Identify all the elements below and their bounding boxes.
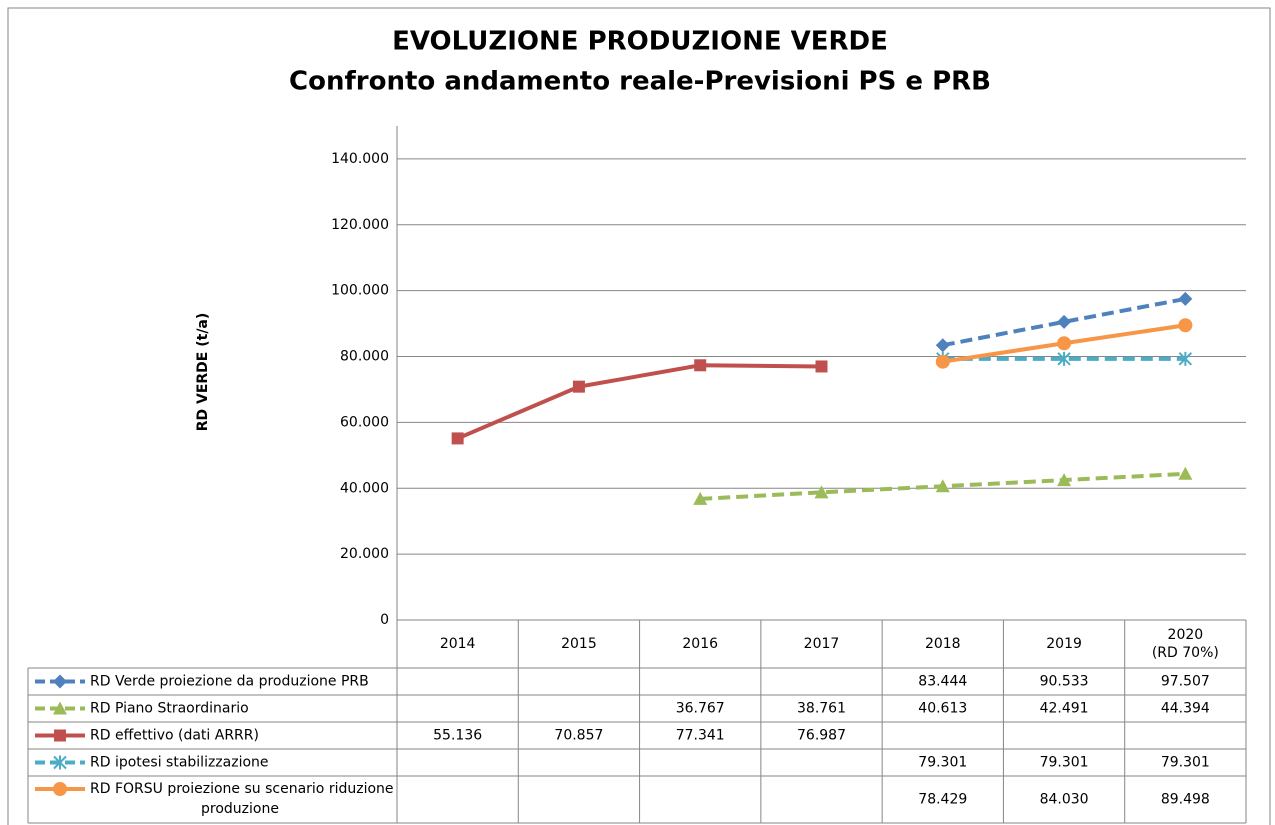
- marker: [53, 701, 67, 715]
- y-tick-label: 20.000: [340, 546, 389, 562]
- y-tick-label: 40.000: [340, 480, 389, 496]
- marker: [54, 729, 66, 742]
- marker: [935, 354, 950, 369]
- marker: [1057, 314, 1072, 329]
- marker: [815, 360, 828, 373]
- y-tick-label: 100.000: [331, 283, 389, 299]
- marker: [451, 432, 464, 445]
- data-table-value: 55.136: [433, 728, 482, 744]
- marker: [53, 782, 67, 796]
- x-tick-label: 2014: [440, 636, 476, 652]
- data-table-value: 70.857: [554, 728, 603, 744]
- chart-border: [7, 7, 1271, 825]
- x-tick-label: 2018: [925, 636, 961, 652]
- data-table-value: 90.533: [1040, 674, 1089, 690]
- y-tick-label: 120.000: [331, 217, 389, 233]
- legend-label: RD ipotesi stabilizzazione: [90, 755, 269, 771]
- series-line: [456, 363, 822, 441]
- data-table-value: 84.030: [1040, 792, 1089, 808]
- data-table-value: 83.444: [918, 674, 967, 690]
- marker: [1178, 318, 1193, 333]
- data-table-value: 42.491: [1040, 701, 1089, 717]
- data-table-value: 78.429: [918, 792, 967, 808]
- marker: [814, 485, 829, 499]
- x-tick-label: 2020 (RD 70%): [1152, 627, 1219, 661]
- y-axis-label: RD VERDE (t/a): [195, 313, 211, 432]
- data-table-value: 79.301: [1161, 755, 1210, 771]
- y-tick-label: 140.000: [331, 151, 389, 167]
- marker: [1178, 466, 1193, 480]
- marker: [694, 359, 707, 372]
- x-tick-label: 2017: [804, 636, 840, 652]
- marker: [1057, 336, 1072, 351]
- y-tick-label: 60.000: [340, 414, 389, 430]
- data-table-value: 38.761: [797, 701, 846, 717]
- y-tick-label: 80.000: [340, 349, 389, 365]
- legend-label: RD effettivo (dati ARRR): [90, 728, 259, 744]
- data-table-value: 76.987: [797, 728, 846, 744]
- data-table-value: 89.498: [1161, 792, 1210, 808]
- x-tick-label: 2019: [1046, 636, 1082, 652]
- chart-subtitle: Confronto andamento reale-Previsioni PS …: [289, 67, 991, 97]
- data-table-value: 44.394: [1161, 701, 1210, 717]
- marker: [693, 491, 708, 505]
- marker: [572, 380, 585, 393]
- marker: [1178, 351, 1193, 366]
- marker: [935, 338, 950, 353]
- marker: [53, 674, 67, 689]
- marker: [1178, 291, 1193, 306]
- data-table-value: 79.301: [1040, 755, 1089, 771]
- data-table-value: 40.613: [918, 701, 967, 717]
- x-tick-label: 2015: [561, 636, 597, 652]
- marker: [1057, 473, 1072, 487]
- legend-label: RD FORSU proiezione su scenario riduzion…: [90, 781, 394, 817]
- chart-title: EVOLUZIONE PRODUZIONE VERDE: [392, 27, 888, 57]
- data-table-value: 36.767: [676, 701, 725, 717]
- marker: [1057, 351, 1071, 366]
- data-table-value: 79.301: [918, 755, 967, 771]
- legend-label: RD Piano Straordinario: [90, 701, 249, 717]
- x-tick-label: 2016: [682, 636, 718, 652]
- data-table-value: 77.341: [676, 728, 725, 744]
- series-line: [942, 296, 1186, 348]
- y-tick-label: 0: [380, 612, 389, 628]
- marker: [53, 755, 67, 770]
- legend-label: RD Verde proiezione da produzione PRB: [90, 674, 369, 690]
- data-table-value: 97.507: [1161, 674, 1210, 690]
- marker: [935, 479, 950, 493]
